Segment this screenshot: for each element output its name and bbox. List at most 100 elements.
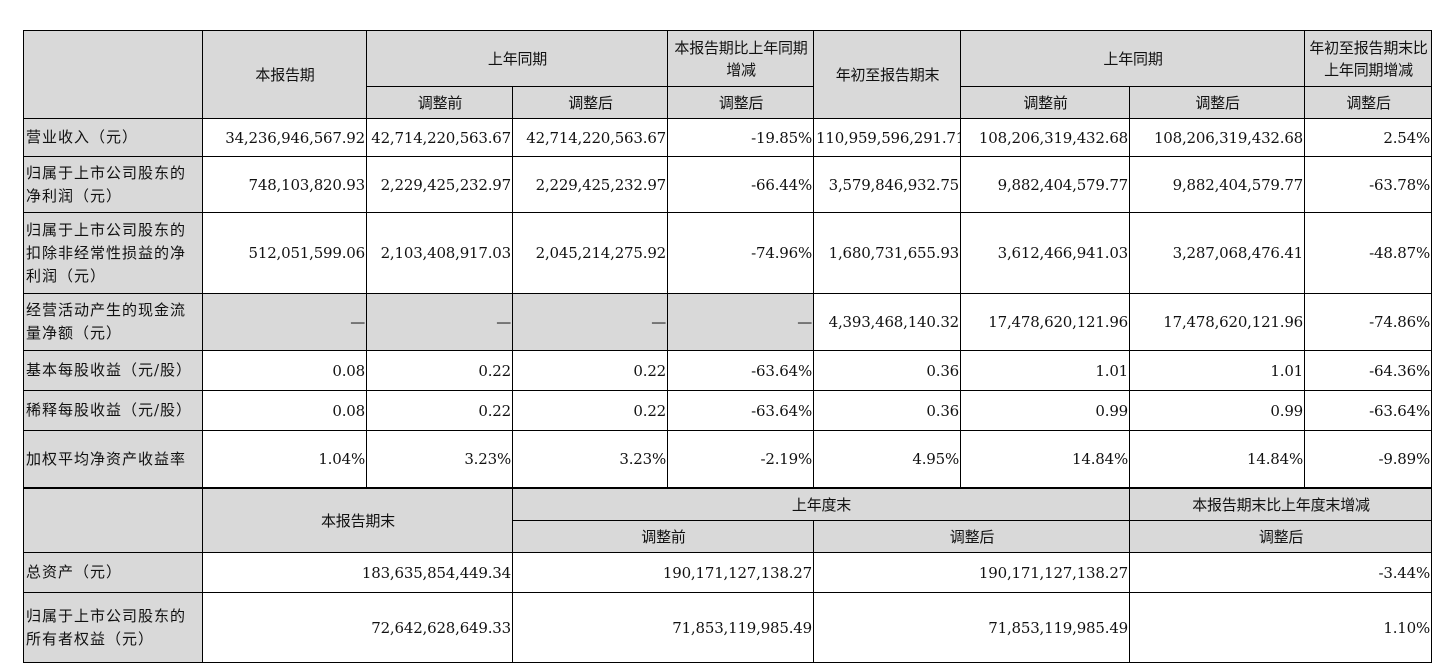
table-row: 归属于上市公司股东的所有者权益（元） 72,642,628,649.33 71,… — [23, 592, 1433, 663]
corner-cell — [23, 30, 203, 119]
cell-ytd: 4,393,468,140.32 — [813, 293, 962, 351]
cell-prior-after: 2,229,425,232.97 — [511, 156, 669, 213]
cell-ytd-change: -74.86% — [1304, 293, 1433, 351]
cell-after-adjust: 71,853,119,985.49 — [812, 592, 1131, 663]
cell-change: 1.10% — [1129, 592, 1433, 663]
header-row-1: 本报告期末 上年度末 本报告期末比上年度末增减 — [23, 488, 1433, 553]
row-label: 营业收入（元） — [23, 118, 203, 157]
cell-ytd: 3,579,846,932.75 — [813, 156, 962, 213]
header-before-adjust: 调整前 — [366, 86, 513, 119]
cell-change: -2.19% — [667, 430, 815, 488]
header-row-2: 调整前 调整后 调整后 — [24, 520, 1433, 553]
cell-prior-after: 3.23% — [511, 430, 669, 488]
row-label: 归属于上市公司股东的净利润（元） — [23, 156, 203, 213]
cell-ytd-before: 1.01 — [960, 350, 1131, 391]
header-period-change: 本报告期比上年同期增减 — [667, 30, 815, 87]
cell-before-adjust: 71,853,119,985.49 — [512, 592, 814, 663]
table-row: 加权平均净资产收益率 1.04% 3.23% 3.23% -2.19% 4.95… — [23, 430, 1433, 488]
cell-change: -19.85% — [667, 118, 815, 157]
header-ytd-after-adjust: 调整后 — [1129, 86, 1306, 119]
cell-prior-before: 0.22 — [366, 390, 513, 431]
cell-change: -63.64% — [667, 390, 815, 431]
table-row: 归属于上市公司股东的净利润（元） 748,103,820.93 2,229,42… — [23, 156, 1433, 213]
cell-prior-before: — — [366, 293, 513, 351]
cell-ytd: 1,680,731,655.93 — [813, 212, 962, 294]
header-change: 本报告期末比上年度末增减 — [1129, 488, 1433, 521]
cell-ytd: 0.36 — [813, 350, 962, 391]
cell-after-adjust: 190,171,127,138.27 — [812, 552, 1131, 593]
header-before-adjust: 调整前 — [512, 520, 814, 553]
cell-prior-after: 42,714,220,563.67 — [511, 118, 669, 157]
header-current-period: 本报告期 — [202, 30, 367, 119]
table-row: 总资产（元） 183,635,854,449.34 190,171,127,13… — [23, 552, 1433, 593]
header-row-1: 本报告期 上年同期 本报告期比上年同期增减 年初至报告期末 上年同期 年初至报告… — [23, 30, 1433, 119]
cell-ytd-before: 14.84% — [960, 430, 1131, 488]
cell-ytd-after: 108,206,319,432.68 — [1129, 118, 1306, 157]
header-after-adjust: 调整后 — [812, 520, 1131, 553]
cell-prior-before: 2,229,425,232.97 — [366, 156, 513, 213]
header-ytd-change: 年初至报告期末比上年同期增减 — [1304, 30, 1433, 87]
cell-prior-after: — — [511, 293, 669, 351]
cell-ytd-before: 108,206,319,432.68 — [960, 118, 1131, 157]
cell-ytd: 110,959,596,291.71 — [813, 118, 962, 157]
cell-ytd-change: -63.78% — [1304, 156, 1433, 213]
header-after-adjust: 调整后 — [511, 86, 669, 119]
cell-current: 0.08 — [202, 350, 367, 391]
cell-prior-before: 0.22 — [366, 350, 513, 391]
cell-change: — — [667, 293, 815, 351]
cell-before-adjust: 190,171,127,138.27 — [512, 552, 814, 593]
row-label: 稀释每股收益（元/股） — [23, 390, 203, 431]
cell-ytd: 0.36 — [813, 390, 962, 431]
cell-current: — — [202, 293, 367, 351]
cell-ytd-before: 17,478,620,121.96 — [960, 293, 1131, 351]
cell-ytd-change: -9.89% — [1304, 430, 1433, 488]
cell-ytd-after: 17,478,620,121.96 — [1129, 293, 1306, 351]
header-prior-year-end: 上年度末 — [511, 488, 1131, 521]
row-label: 加权平均净资产收益率 — [23, 430, 203, 488]
cell-current: 512,051,599.06 — [202, 212, 367, 294]
cell-ytd-before: 0.99 — [960, 390, 1131, 431]
balance-sheet-table: 本报告期末 上年度末 本报告期末比上年度末增减 调整前 调整后 调整后 总资产（… — [23, 488, 1433, 663]
cell-ytd-after: 1.01 — [1129, 350, 1306, 391]
row-label: 基本每股收益（元/股） — [23, 350, 203, 391]
cell-prior-before: 3.23% — [366, 430, 513, 488]
key-financials-table: 本报告期 上年同期 本报告期比上年同期增减 年初至报告期末 上年同期 年初至报告… — [23, 30, 1433, 488]
table-row: 经营活动产生的现金流量净额（元） — — — — 4,393,468,140.3… — [23, 293, 1433, 351]
cell-prior-after: 0.22 — [511, 390, 669, 431]
cell-ytd-change: -63.64% — [1304, 390, 1433, 431]
cell-ytd-after: 3,287,068,476.41 — [1129, 212, 1306, 294]
cell-ytd: 4.95% — [813, 430, 962, 488]
header-period-end: 本报告期末 — [202, 488, 513, 553]
cell-change: -63.64% — [667, 350, 815, 391]
header-change-after-adjust: 调整后 — [667, 86, 815, 119]
cell-current: 748,103,820.93 — [202, 156, 367, 213]
header-row-2: 调整前 调整后 调整后 调整前 调整后 调整后 — [24, 86, 1433, 119]
table-row: 归属于上市公司股东的扣除非经常性损益的净利润（元） 512,051,599.06… — [23, 212, 1433, 294]
header-ytd-before-adjust: 调整前 — [960, 86, 1131, 119]
cell-period-end: 183,635,854,449.34 — [202, 552, 513, 593]
cell-current: 0.08 — [202, 390, 367, 431]
cell-prior-after: 2,045,214,275.92 — [511, 212, 669, 294]
table-row: 基本每股收益（元/股） 0.08 0.22 0.22 -63.64% 0.36 … — [23, 350, 1433, 391]
row-label: 经营活动产生的现金流量净额（元） — [23, 293, 203, 351]
header-prior-same-period: 上年同期 — [365, 30, 669, 87]
cell-ytd-after: 14.84% — [1129, 430, 1306, 488]
table-row: 稀释每股收益（元/股） 0.08 0.22 0.22 -63.64% 0.36 … — [23, 390, 1433, 431]
table-row: 营业收入（元） 34,236,946,567.92 42,714,220,563… — [23, 118, 1433, 157]
cell-prior-before: 2,103,408,917.03 — [366, 212, 513, 294]
header-ytd: 年初至报告期末 — [813, 30, 962, 119]
cell-ytd-before: 9,882,404,579.77 — [960, 156, 1131, 213]
cell-ytd-change: -64.36% — [1304, 350, 1433, 391]
cell-prior-before: 42,714,220,563.67 — [366, 118, 513, 157]
cell-ytd-after: 9,882,404,579.77 — [1129, 156, 1306, 213]
corner-cell — [23, 488, 203, 553]
cell-prior-after: 0.22 — [511, 350, 669, 391]
cell-change: -3.44% — [1129, 552, 1433, 593]
header-ytd-prior-same-period: 上年同期 — [960, 30, 1306, 87]
row-label: 总资产（元） — [23, 552, 203, 593]
cell-ytd-before: 3,612,466,941.03 — [960, 212, 1131, 294]
header-ytd-change-after-adjust: 调整后 — [1304, 86, 1433, 119]
cell-current: 34,236,946,567.92 — [202, 118, 367, 157]
cell-current: 1.04% — [202, 430, 367, 488]
cell-ytd-after: 0.99 — [1129, 390, 1306, 431]
